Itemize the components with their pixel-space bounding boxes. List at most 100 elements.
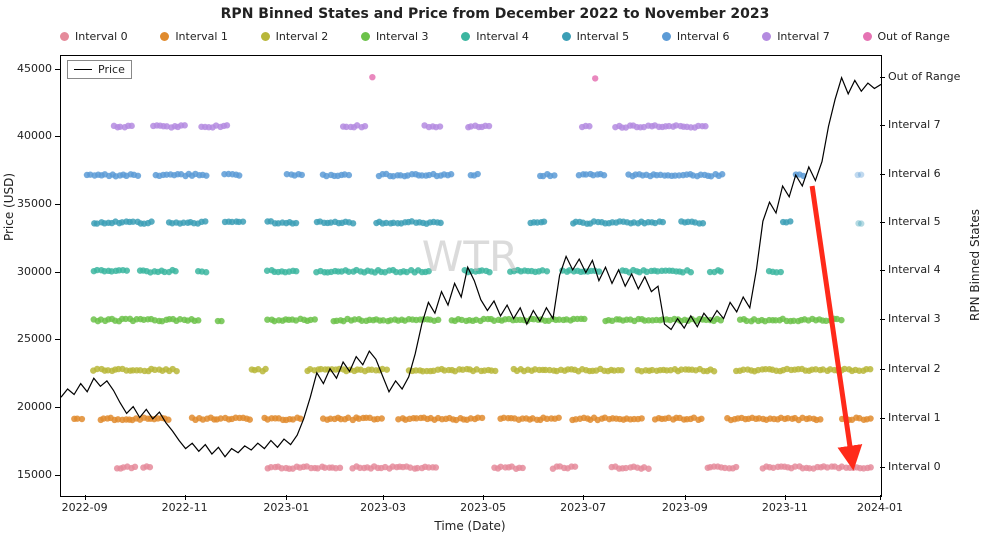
y-tick-mark <box>55 272 60 273</box>
x-tick-mark <box>85 495 86 500</box>
price-legend-line <box>74 69 92 70</box>
scatter-point <box>479 415 485 421</box>
y-tick-mark <box>55 339 60 340</box>
y-tick-mark <box>55 475 60 476</box>
scatter-point <box>202 218 208 224</box>
x-tick-mark <box>483 495 484 500</box>
x-tick-label: 2023-09 <box>662 501 708 514</box>
scatter-point <box>350 220 356 226</box>
scatter-point <box>369 74 375 80</box>
y-tick-label: 20000 <box>0 400 52 413</box>
legend-swatch <box>461 32 470 41</box>
scatter-point <box>581 316 587 322</box>
legend-item: Interval 3 <box>361 30 429 43</box>
secondary-y-tick-label: Interval 0 <box>888 460 941 473</box>
scatter-point <box>425 268 431 274</box>
scatter-point <box>236 172 242 178</box>
scatter-point <box>79 416 85 422</box>
scatter-point <box>586 123 592 129</box>
scatter-point <box>203 269 209 275</box>
secondary-y-tick-label: Interval 1 <box>888 411 941 424</box>
x-tick-mark <box>383 495 384 500</box>
scatter-point <box>645 466 651 472</box>
scatter-point <box>346 172 352 178</box>
scatter-point <box>867 366 873 372</box>
scatter-point <box>592 75 598 81</box>
scatter-point <box>541 218 547 224</box>
scatter-point <box>817 416 823 422</box>
legend-item: Interval 6 <box>662 30 730 43</box>
legend-label: Interval 4 <box>476 30 529 43</box>
scatter-point <box>195 317 201 323</box>
y-tick-label: 15000 <box>0 468 52 481</box>
scatter-point <box>867 415 873 421</box>
legend-label: Interval 0 <box>75 30 128 43</box>
scatter-point <box>312 316 318 322</box>
secondary-y-tick-mark <box>880 270 885 271</box>
x-tick-mark <box>583 495 584 500</box>
legend-item: Interval 1 <box>160 30 228 43</box>
scatter-point <box>719 171 725 177</box>
secondary-y-tick-label: Interval 4 <box>888 263 941 276</box>
scatter-point <box>182 122 188 128</box>
scatter-point <box>838 317 844 323</box>
legend-label: Interval 3 <box>376 30 429 43</box>
x-tick-label: 2023-01 <box>263 501 309 514</box>
x-axis-label: Time (Date) <box>60 519 880 533</box>
scatter-point <box>660 219 666 225</box>
scatter-point <box>618 367 624 373</box>
scatter-point <box>698 416 704 422</box>
x-tick-mark <box>880 495 881 500</box>
scatter-point <box>474 171 480 177</box>
scatter-point <box>293 220 299 226</box>
secondary-y-axis-label: RPN Binned States <box>968 195 982 335</box>
secondary-y-tick-mark <box>880 319 885 320</box>
x-tick-label: 2022-09 <box>62 501 108 514</box>
legend-item: Interval 7 <box>762 30 830 43</box>
scatter-point <box>492 368 498 374</box>
scatter-point <box>778 269 784 275</box>
scatter-point <box>688 269 694 275</box>
scatter-point <box>147 464 153 470</box>
scatter-point <box>337 465 343 471</box>
scatter-point <box>240 218 246 224</box>
legend-swatch <box>562 32 571 41</box>
x-tick-label: 2023-03 <box>360 501 406 514</box>
y-tick-label: 40000 <box>0 129 52 142</box>
y-tick-label: 35000 <box>0 197 52 210</box>
secondary-y-tick-label: Interval 6 <box>888 167 941 180</box>
legend-item: Interval 0 <box>60 30 128 43</box>
secondary-y-tick-label: Interval 2 <box>888 362 941 375</box>
x-tick-label: 2023-07 <box>560 501 606 514</box>
x-tick-label: 2024-01 <box>857 501 903 514</box>
plot-svg <box>61 56 881 496</box>
scatter-point <box>135 173 141 179</box>
y-tick-label: 25000 <box>0 332 52 345</box>
legend-swatch <box>60 32 69 41</box>
figure: RPN Binned States and Price from Decembe… <box>0 0 990 550</box>
y-tick-mark <box>55 136 60 137</box>
y-tick-label: 45000 <box>0 62 52 75</box>
scatter-point <box>433 464 439 470</box>
secondary-y-tick-label: Interval 7 <box>888 118 941 131</box>
scatter-point <box>787 218 793 224</box>
legend-swatch <box>160 32 169 41</box>
x-tick-label: 2023-05 <box>460 501 506 514</box>
scatter-point <box>165 417 171 423</box>
x-tick-label: 2022-11 <box>162 501 208 514</box>
scatter-point <box>132 464 138 470</box>
scatter-point <box>486 269 492 275</box>
scatter-point <box>733 464 739 470</box>
secondary-y-tick-label: Interval 3 <box>888 312 941 325</box>
price-legend-label: Price <box>98 63 125 76</box>
scatter-point <box>868 464 874 470</box>
scatter-point <box>362 123 368 129</box>
scatter-point <box>448 171 454 177</box>
secondary-y-tick-mark <box>880 467 885 468</box>
scatter-point <box>858 171 864 177</box>
legend-label: Interval 1 <box>175 30 228 43</box>
scatter-point <box>858 220 864 226</box>
legend-item: Interval 5 <box>562 30 630 43</box>
scatter-point <box>379 415 385 421</box>
x-tick-label: 2023-11 <box>762 501 808 514</box>
